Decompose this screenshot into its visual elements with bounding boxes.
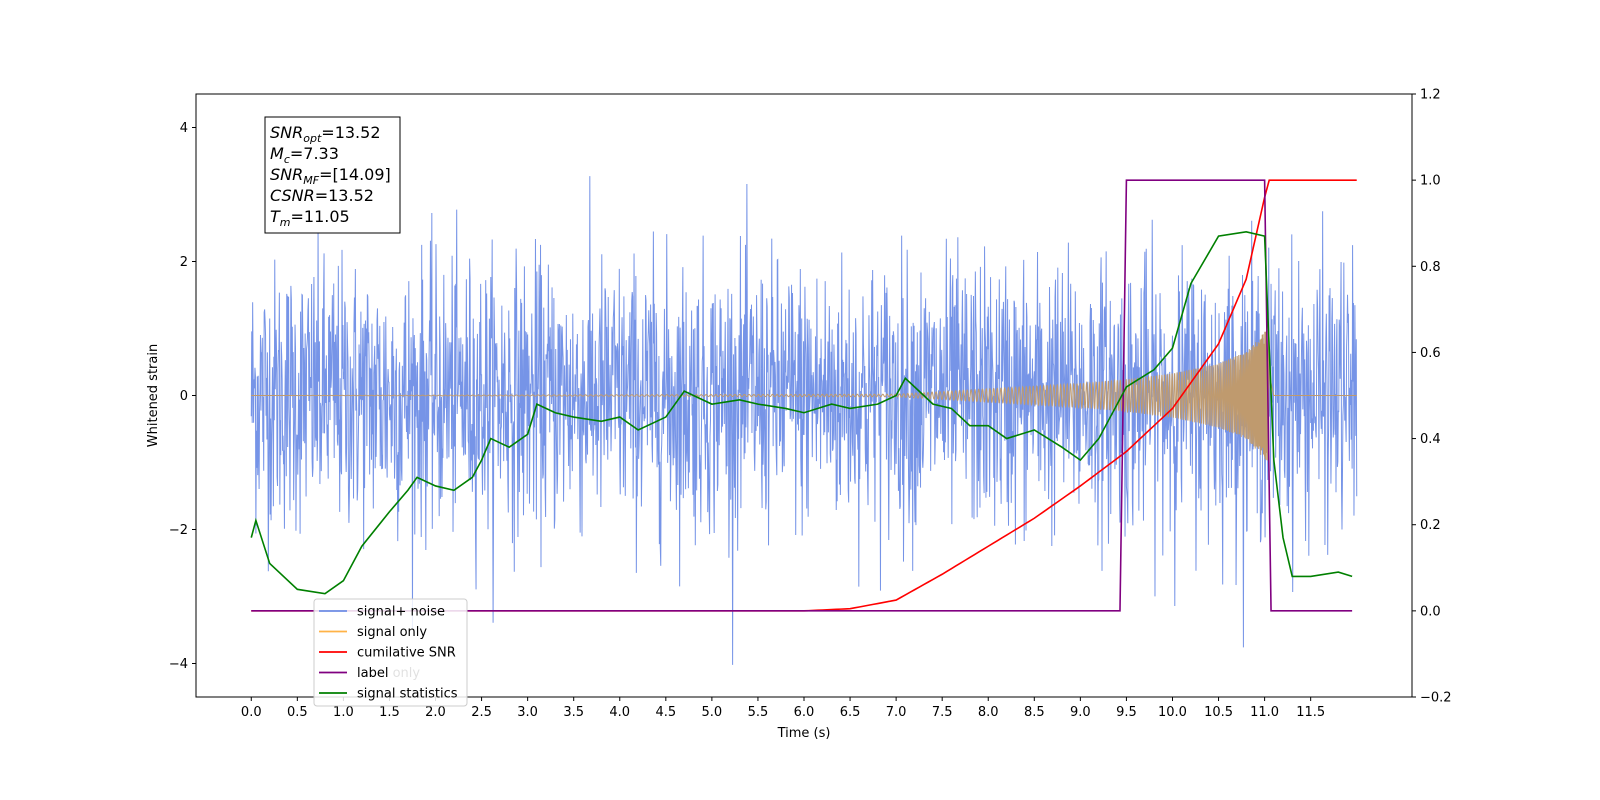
x-tick-label: 10.0	[1158, 705, 1187, 720]
legend-label: cumilative SNR	[357, 646, 456, 661]
legend: signal+ noise signal only cumilative SNR la…	[313, 598, 468, 707]
annotation-subscript: m	[280, 216, 291, 229]
annotation-value: =13.52	[315, 186, 374, 205]
x-tick-label: 5.0	[702, 705, 723, 720]
y2-tick-label: 1.2	[1420, 88, 1441, 103]
annotation-frame	[264, 116, 401, 234]
x-tick-label: 4.0	[609, 705, 630, 720]
y2-axis-ticks: 1.2 1.0 0.8 0.6 0.4 0.2 0.0 −0.2	[1412, 88, 1452, 706]
x-axis-label: Time (s)	[777, 726, 831, 741]
label-line	[251, 179, 1353, 612]
x-tick-label: 7.0	[886, 705, 907, 720]
x-tick-label: 5.5	[748, 705, 769, 720]
x-tick-label: 7.5	[932, 705, 953, 720]
signal-only-line	[251, 331, 1357, 461]
annotation-line: CSNR=13.52	[270, 186, 374, 205]
annotation-symbol: SNR	[270, 123, 303, 142]
stats-annotation-box: SNRopt=13.52Mc=7.33SNRMF=[14.09]CSNR=13.…	[264, 116, 401, 234]
y-tick-label: 4	[180, 121, 188, 136]
legend-hidden-label: label only	[357, 666, 420, 681]
x-tick-label: 1.5	[379, 705, 400, 720]
x-tick-label: 8.5	[1024, 705, 1045, 720]
y-tick-label: −4	[169, 657, 188, 672]
legend-label: signal statistics	[357, 687, 458, 702]
x-tick-label: 2.0	[425, 705, 446, 720]
annotation-subscript: opt	[303, 132, 322, 145]
annotation-line: SNRopt=13.52	[270, 123, 381, 145]
x-tick-label: 10.5	[1204, 705, 1233, 720]
annotation-value: =13.52	[321, 123, 380, 142]
y2-tick-label: 1.0	[1420, 174, 1441, 189]
x-tick-label: 3.0	[517, 705, 538, 720]
y-axis-ticks: 4 2 0 −2 −4	[169, 121, 196, 672]
x-tick-label: 8.0	[978, 705, 999, 720]
y2-tick-label: −0.2	[1420, 691, 1452, 706]
annotation-subscript: MF	[303, 174, 319, 187]
x-tick-label: 11.0	[1250, 705, 1279, 720]
cumulative-snr-line	[251, 179, 1357, 612]
signal-noise-line	[250, 176, 1358, 665]
legend-frame	[313, 598, 468, 707]
annotation-line: SNRMF=[14.09]	[270, 165, 391, 187]
y-axis-label: Whitened strain	[146, 344, 161, 447]
signal-only-series	[251, 331, 1357, 461]
x-tick-label: 2.5	[471, 705, 492, 720]
y-tick-label: 2	[180, 255, 188, 270]
x-tick-label: 0.0	[241, 705, 262, 720]
x-tick-label: 11.5	[1296, 705, 1325, 720]
x-axis-ticks: 0.0 0.5 1.0 1.5 2.0 2.5 3.0 3.5 4.0 4.5 5.0 5.5 6.0 6…	[241, 697, 1325, 720]
annotation-symbol: CSNR	[270, 186, 315, 205]
x-tick-label: 3.5	[563, 705, 584, 720]
y2-tick-label: 0.8	[1420, 260, 1441, 275]
cumulative-snr-series	[251, 179, 1357, 612]
y2-tick-label: 0.0	[1420, 604, 1441, 619]
signal-statistics-series	[250, 231, 1353, 595]
annotation-value: =7.33	[290, 144, 339, 163]
label-series	[251, 179, 1353, 612]
y2-tick-label: 0.2	[1420, 518, 1441, 533]
annotation-value: =[14.09]	[319, 165, 391, 184]
annotation-line: Tm=11.05	[270, 207, 350, 229]
signal-noise-series	[250, 176, 1358, 665]
legend-label: signal only	[357, 625, 427, 640]
annotation-symbol: SNR	[270, 165, 303, 184]
x-tick-label: 0.5	[287, 705, 308, 720]
y2-tick-label: 0.4	[1420, 432, 1441, 447]
x-tick-label: 6.0	[794, 705, 815, 720]
annotation-symbol: T	[270, 207, 281, 226]
x-tick-label: 6.5	[840, 705, 861, 720]
legend-label: label	[357, 666, 388, 681]
y2-tick-label: 0.6	[1420, 346, 1441, 361]
y-tick-label: 0	[180, 389, 188, 404]
annotation-subscript: c	[284, 153, 290, 166]
x-tick-label: 1.0	[333, 705, 354, 720]
legend-label: signal+ noise	[357, 605, 445, 620]
y-tick-label: −2	[169, 523, 188, 538]
x-tick-label: 4.5	[655, 705, 676, 720]
x-tick-label: 9.0	[1070, 705, 1091, 720]
signal-statistics-line	[250, 231, 1353, 595]
annotation-symbol: M	[270, 144, 284, 163]
plot-area	[250, 176, 1358, 665]
x-tick-label: 9.5	[1116, 705, 1137, 720]
annotation-line: Mc=7.33	[270, 144, 339, 166]
annotation-value: =11.05	[291, 207, 350, 226]
